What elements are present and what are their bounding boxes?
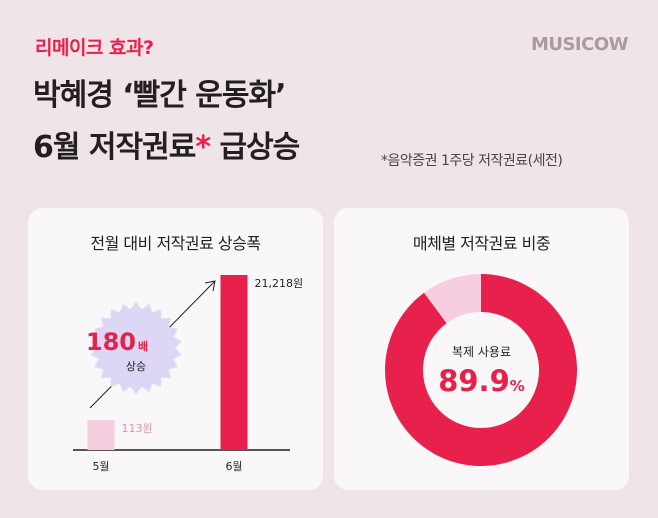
- donut-chart-title: 매체별 저작권료 비중: [412, 234, 551, 253]
- brand-logo: MUSICOW: [530, 34, 629, 55]
- bar-group: 113원 5월 21,218원 6월: [87, 275, 304, 473]
- increase-badge: 180 배 상승: [86, 302, 182, 394]
- donut-center: 복제 사용료 89.9%: [334, 343, 629, 398]
- donut-center-value: 89.9%: [334, 364, 629, 398]
- headline-line-1: 박혜경 ‘빨간 운동화’: [33, 78, 286, 113]
- donut-slice-1: [385, 274, 577, 466]
- headline-line-2-main: 6월 저작권료: [33, 130, 196, 165]
- donut-center-label: 복제 사용료: [451, 345, 511, 359]
- bar-chart: 180 배 상승 113원 5월 21,218원 6월: [73, 275, 304, 473]
- donut-chart-card: 매체별 저작권료 비중 복제 사용료 89.9%: [334, 208, 629, 490]
- badge-label: 상승: [126, 360, 146, 373]
- donut-slices: [385, 274, 577, 466]
- footnote: *음악증권 1주당 저작권료(세전): [381, 153, 563, 169]
- bar-value-label: 21,218원: [255, 277, 304, 290]
- headline-asterisk: *: [195, 130, 211, 165]
- bar-category-label: 5월: [92, 460, 109, 473]
- donut-slice-2: [424, 274, 481, 324]
- tagline: 리메이크 효과?: [35, 37, 154, 59]
- badge-starburst: [90, 302, 182, 394]
- donut-center-number: 89.9: [438, 364, 510, 398]
- bar-chart-title: 전월 대비 저작권료 상승폭: [90, 234, 261, 253]
- bar-category-label: 6월: [225, 460, 242, 473]
- bar-2: [220, 275, 248, 450]
- headline-line-2: 6월 저작권료* 급상승: [33, 122, 300, 166]
- badge-unit: 배: [138, 339, 148, 353]
- headline-line-2-tail: 급상승: [210, 130, 300, 165]
- donut-center-unit: %: [509, 377, 525, 395]
- trend-arrow-head: [204, 280, 216, 292]
- donut-chart: [385, 274, 577, 466]
- bar-value-label: 113원: [122, 422, 153, 435]
- badge-value: 180: [86, 328, 136, 356]
- bar-chart-card: 전월 대비 저작권료 상승폭 180 배 상승 113원 5월 21,218원 6월: [28, 208, 323, 490]
- bar-1: [87, 420, 115, 450]
